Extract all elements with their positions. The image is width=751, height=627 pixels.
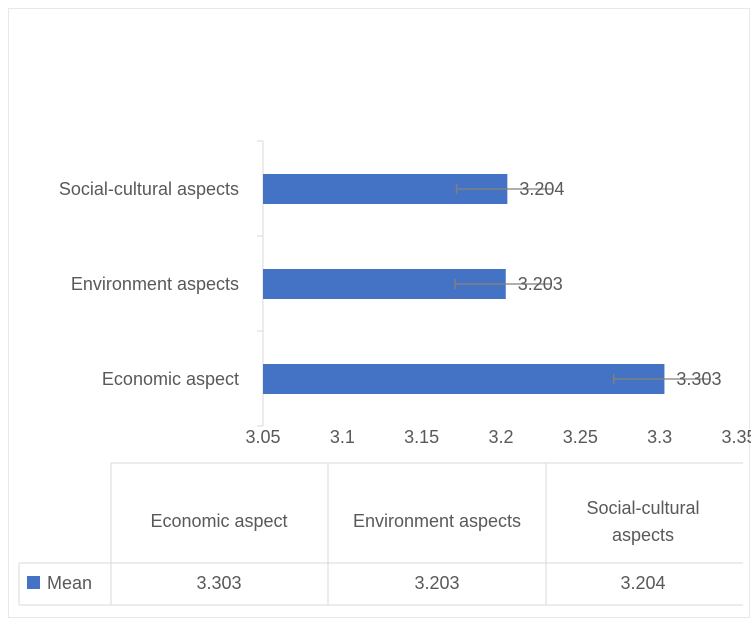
data-label: 3.303 bbox=[676, 369, 721, 389]
bar-chart: Economic aspect 3.303 Environment aspects 3… bbox=[18, 140, 751, 606]
x-tick-label: 3.2 bbox=[488, 427, 513, 447]
legend-key bbox=[27, 576, 40, 589]
x-tick-label: 3.25 bbox=[563, 427, 598, 447]
table-cell: 3.204 bbox=[620, 573, 665, 593]
x-tick-label: 3.3 bbox=[647, 427, 672, 447]
table-header: Environment aspects bbox=[353, 511, 521, 531]
bar bbox=[263, 364, 665, 394]
category-label: Economic aspect bbox=[102, 369, 239, 389]
x-tick-label: 3.05 bbox=[245, 427, 280, 447]
table-header: aspects bbox=[612, 525, 674, 545]
x-tick-label: 3.15 bbox=[404, 427, 439, 447]
x-tick-label: 3.1 bbox=[330, 427, 355, 447]
table-row-label: Mean bbox=[47, 573, 92, 593]
category-label: Social-cultural aspects bbox=[59, 179, 239, 199]
data-label: 3.203 bbox=[518, 274, 563, 294]
table-header: Economic aspect bbox=[150, 511, 287, 531]
x-tick-label: 3.35 bbox=[721, 427, 751, 447]
table-header: Social-cultural bbox=[586, 498, 699, 518]
category-label: Environment aspects bbox=[71, 274, 239, 294]
data-label: 3.204 bbox=[519, 179, 564, 199]
table-cell: 3.203 bbox=[414, 573, 459, 593]
table-cell: 3.303 bbox=[196, 573, 241, 593]
chart-area: Economic aspect 3.303 Environment aspects 3… bbox=[8, 8, 751, 618]
